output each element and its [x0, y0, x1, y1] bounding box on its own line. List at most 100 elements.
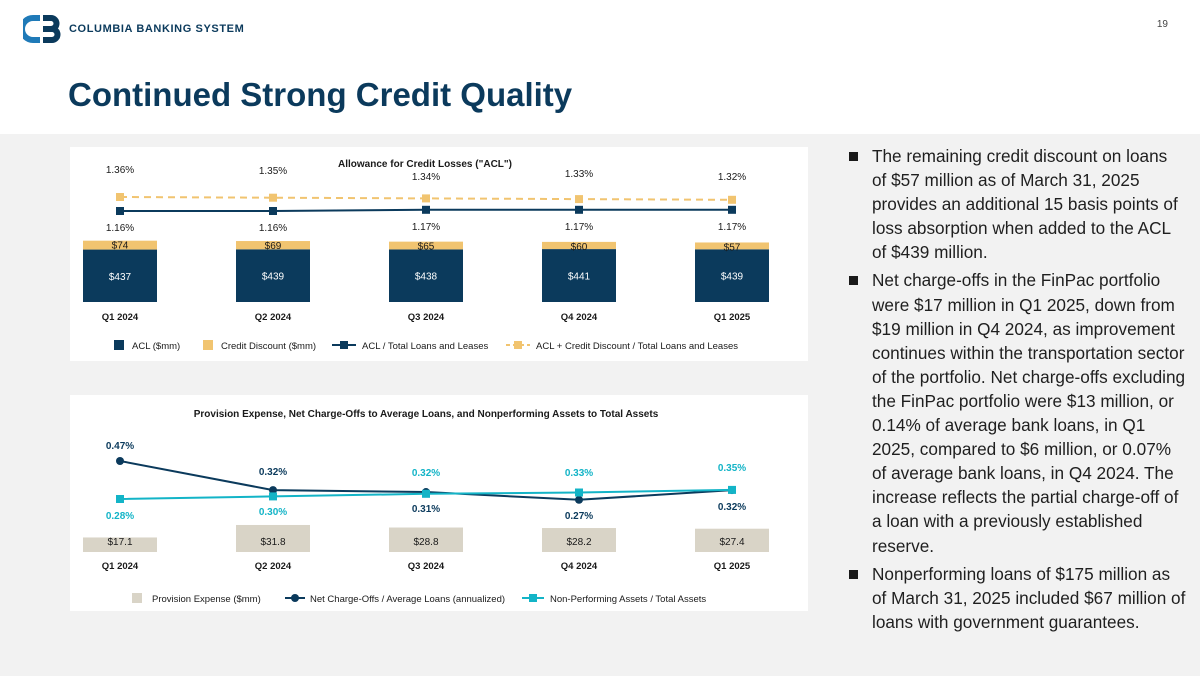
provision-bar-label: $31.8	[260, 537, 285, 548]
legend-credit-discount-swatch	[203, 340, 213, 350]
acl-ratio-label: 1.17%	[565, 222, 593, 233]
bullet-text: Nonperforming loans of $175 million as o…	[872, 563, 1186, 632]
bullet-item: The remaining credit discount on loans o…	[846, 144, 1186, 264]
acl-ratio-point	[422, 205, 430, 214]
acl-discount-ratio-point	[422, 194, 430, 203]
net-charge-offs-label: 0.47%	[106, 441, 134, 452]
net-charge-offs-label: 0.31%	[412, 504, 440, 515]
page-number: 19	[1156, 19, 1168, 30]
provision-chart: Provision Expense, Net Charge-Offs to Av…	[83, 409, 769, 605]
credit-discount-bar-label: $65	[418, 242, 435, 253]
chart-title: Provision Expense, Net Charge-Offs to Av…	[194, 409, 659, 420]
logo-text: COLUMBIA BANKING SYSTEM	[69, 23, 245, 35]
acl-bar	[83, 249, 157, 302]
acl-ratio-label: 1.16%	[106, 223, 134, 234]
legend-acl-ratio-label: ACL / Total Loans and Leases	[362, 341, 488, 352]
legend-acl-label: ACL ($mm)	[132, 341, 180, 352]
x-tick-label: Q4 2024	[561, 312, 598, 323]
bullet-list: The remaining credit discount on loans o…	[846, 144, 1186, 638]
net-charge-offs-label: 0.32%	[718, 502, 746, 513]
legend-provision-swatch	[132, 593, 142, 603]
acl-bar-label: $437	[109, 272, 132, 283]
legend-npa-ratio-label: Non-Performing Assets / Total Assets	[550, 594, 706, 605]
legend-acl-discount-ratio-label: ACL + Credit Discount / Total Loans and …	[536, 341, 738, 352]
acl-ratio-point	[728, 205, 736, 214]
legend-acl-ratio-marker	[340, 341, 348, 349]
acl-discount-ratio-label: 1.35%	[259, 166, 287, 177]
acl-bar	[695, 249, 769, 302]
npa-ratio-point	[422, 489, 430, 498]
acl-ratio-point	[575, 205, 583, 214]
acl-bar-label: $439	[262, 272, 285, 283]
provision-bar-label: $27.4	[719, 537, 744, 548]
provision-bar-label: $17.1	[107, 537, 132, 548]
npa-ratio-point	[728, 485, 736, 494]
acl-discount-ratio-point	[269, 193, 277, 202]
npa-ratio-label: 0.35%	[718, 463, 746, 474]
acl-discount-ratio-label: 1.34%	[412, 172, 440, 183]
credit-discount-bar	[695, 242, 769, 250]
acl-discount-ratio-point	[728, 195, 736, 204]
bullet-item: Net charge-offs in the FinPac portfolio …	[846, 268, 1186, 557]
npa-ratio-point	[269, 492, 277, 501]
net-charge-offs-point	[575, 495, 583, 504]
acl-chart-panel: Allowance for Credit Losses ("ACL") $437 $…	[70, 147, 808, 361]
credit-discount-bar	[236, 241, 310, 250]
x-tick-label: Q3 2024	[408, 312, 445, 323]
legend-net-charge-offs-label: Net Charge-Offs / Average Loans (annuali…	[310, 594, 505, 605]
legend-provision-label: Provision Expense ($mm)	[152, 594, 261, 605]
acl-discount-ratio-point	[116, 193, 124, 201]
legend-acl-swatch	[114, 340, 124, 350]
net-charge-offs-label: 0.27%	[565, 511, 593, 522]
bullet-square-icon	[849, 152, 858, 161]
acl-bar	[389, 249, 463, 302]
credit-discount-bar-label: $57	[724, 242, 741, 253]
legend-credit-discount-label: Credit Discount ($mm)	[221, 341, 316, 352]
acl-ratio-point	[116, 207, 124, 215]
legend-acl-discount-ratio-marker	[514, 341, 522, 349]
bullet-square-icon	[849, 569, 858, 579]
provision-bar	[695, 528, 769, 552]
legend-net-charge-offs-marker	[291, 594, 299, 602]
bullet-item: Nonperforming loans of $175 million as o…	[846, 562, 1186, 634]
acl-discount-ratio-label: 1.32%	[718, 172, 746, 183]
provision-bar	[83, 537, 157, 552]
credit-discount-bar	[542, 241, 616, 250]
credit-discount-bar	[83, 240, 157, 250]
npa-ratio-label: 0.33%	[565, 468, 593, 479]
credit-discount-bar-label: $69	[265, 241, 282, 252]
x-tick-label: Q1 2025	[714, 561, 751, 572]
acl-discount-ratio-point	[575, 195, 583, 204]
slide-header: COLUMBIA BANKING SYSTEM 19 Continued Str…	[0, 0, 1200, 134]
npa-ratio-label: 0.32%	[412, 468, 440, 479]
credit-discount-bar	[389, 241, 463, 250]
page-title: Continued Strong Credit Quality	[68, 76, 573, 113]
provision-bar	[542, 528, 616, 552]
net-charge-offs-point	[269, 486, 277, 495]
x-tick-label: Q1 2024	[102, 312, 139, 323]
acl-bar-label: $438	[415, 272, 438, 283]
provision-chart-panel: Provision Expense, Net Charge-Offs to Av…	[70, 395, 808, 611]
provision-bar	[236, 524, 310, 552]
x-tick-label: Q1 2024	[102, 561, 139, 572]
acl-chart: Allowance for Credit Losses ("ACL") $437 $…	[83, 159, 769, 352]
x-tick-label: Q4 2024	[561, 561, 598, 572]
provision-bar	[389, 527, 463, 552]
bullet-square-icon	[849, 276, 858, 286]
acl-discount-ratio-label: 1.33%	[565, 169, 593, 180]
npa-ratio-point	[116, 495, 124, 503]
company-logo: COLUMBIA BANKING SYSTEM	[23, 14, 244, 44]
acl-bar-label: $439	[721, 272, 744, 283]
net-charge-offs-point	[116, 457, 124, 465]
npa-ratio-point	[575, 488, 583, 497]
acl-bar-label: $441	[568, 272, 591, 283]
acl-ratio-label: 1.16%	[259, 223, 287, 234]
x-tick-label: Q2 2024	[255, 312, 292, 323]
net-charge-offs-label: 0.32%	[259, 467, 287, 478]
credit-discount-bar-label: $74	[112, 241, 129, 252]
chart-title: Allowance for Credit Losses ("ACL")	[338, 159, 512, 170]
legend-npa-ratio-marker	[529, 594, 537, 602]
acl-bar	[236, 249, 310, 302]
x-tick-label: Q1 2025	[714, 312, 751, 323]
acl-ratio-label: 1.17%	[412, 222, 440, 233]
